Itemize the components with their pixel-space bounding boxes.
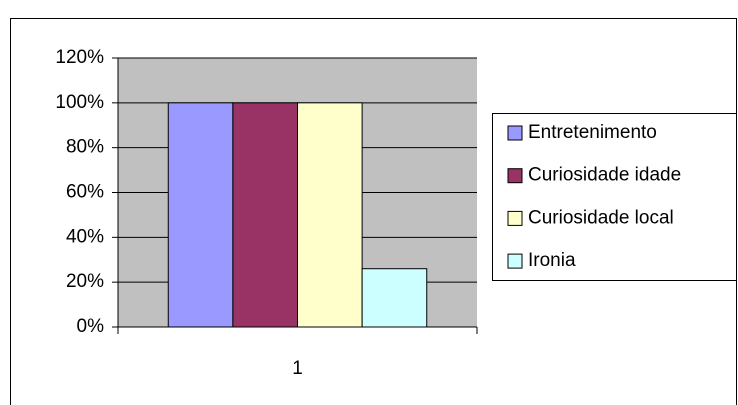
y-tick-label: 40% [66, 226, 104, 247]
legend-label: Curiosidade local [528, 207, 674, 228]
y-tick-label: 60% [66, 182, 104, 203]
y-tick-label: 20% [66, 271, 104, 292]
legend-label: Curiosidade idade [528, 165, 681, 186]
x-tick-label: 1 [292, 358, 303, 379]
legend-swatch [507, 125, 523, 141]
legend-swatch [507, 253, 523, 269]
legend-swatch [507, 168, 523, 184]
y-tick-label: 120% [55, 47, 104, 68]
bar [361, 268, 428, 328]
y-tick-label: 100% [55, 92, 104, 113]
y-tick-label: 0% [77, 316, 105, 337]
legend-label: Entretenimento [528, 122, 657, 143]
legend-box [492, 113, 737, 281]
y-tick-label: 80% [66, 137, 104, 158]
bar [167, 102, 234, 328]
legend-label: Ironia [528, 250, 576, 271]
bar [232, 102, 299, 328]
bar [297, 102, 363, 328]
legend-swatch [507, 210, 523, 226]
